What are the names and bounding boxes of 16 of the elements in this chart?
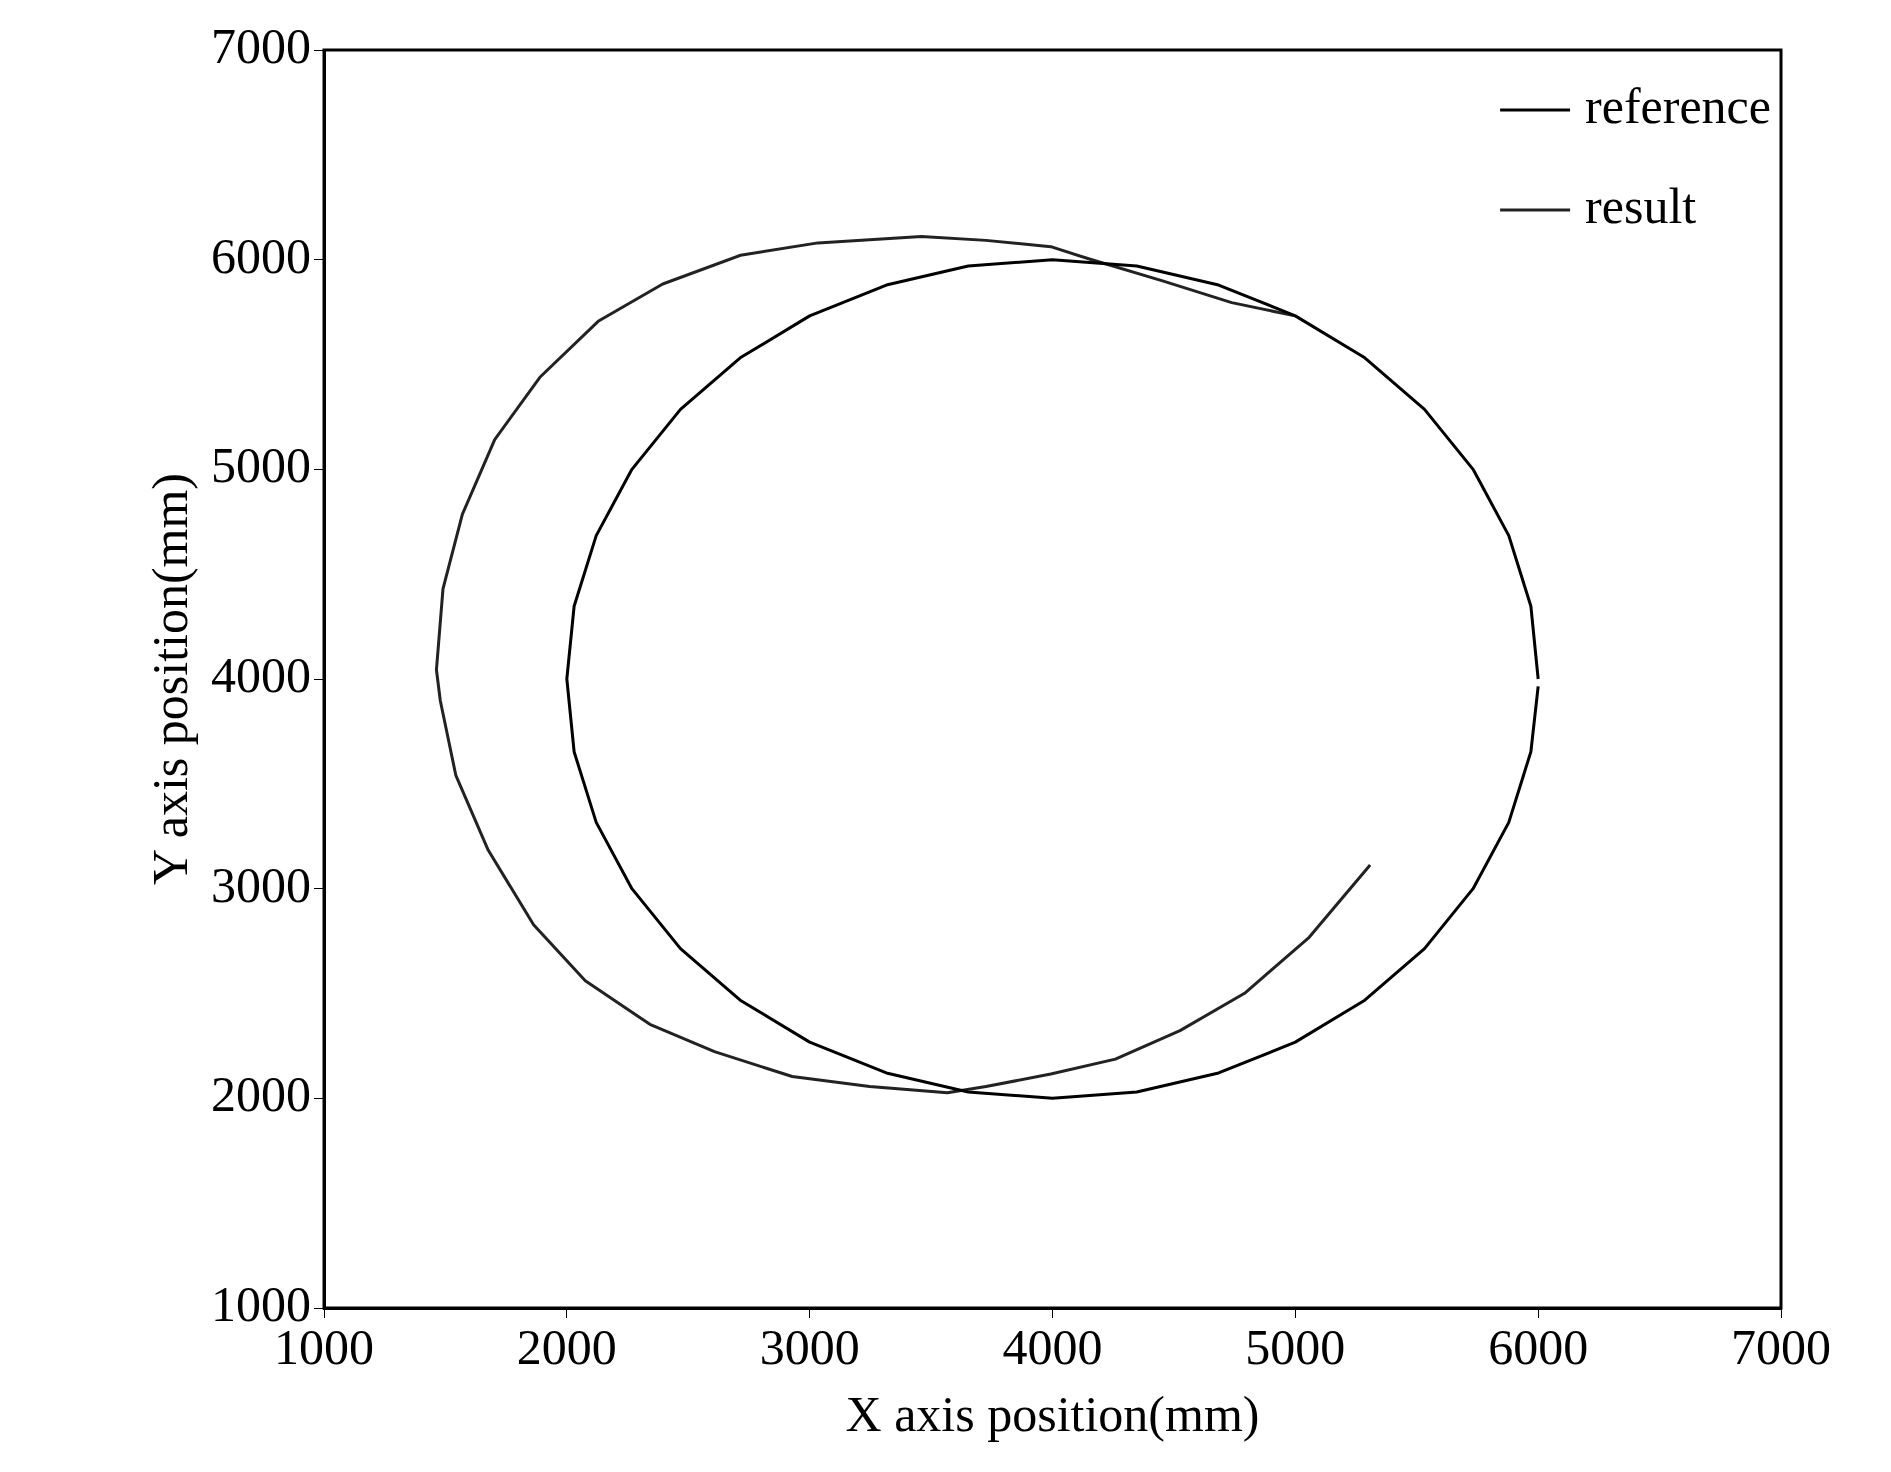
y-tick-label: 3000 [211, 856, 311, 913]
y-tick-label: 2000 [211, 1066, 311, 1123]
x-tick-label: 4000 [1002, 1319, 1103, 1376]
x-axis-title: X axis position(mm) [845, 1386, 1260, 1443]
legend-label: result [1585, 178, 1697, 235]
x-tick-label: 2000 [516, 1319, 617, 1376]
x-tick-label: 5000 [1245, 1319, 1346, 1376]
y-tick-label: 5000 [211, 437, 311, 494]
x-tick-label: 7000 [1731, 1319, 1831, 1376]
y-tick-label: 6000 [211, 227, 311, 284]
x-tick-label: 6000 [1488, 1319, 1589, 1376]
legend-label: reference [1585, 78, 1772, 135]
x-tick-label: 3000 [759, 1319, 860, 1376]
y-tick-label: 7000 [211, 18, 311, 75]
y-tick-label: 4000 [211, 647, 311, 704]
y-axis-title: Y axis position(mm) [142, 472, 199, 886]
